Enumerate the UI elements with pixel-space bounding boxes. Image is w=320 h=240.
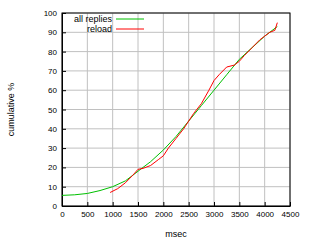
- tick-mark: [62, 167, 66, 168]
- tick-mark: [62, 129, 66, 130]
- tick-label: 4500: [282, 210, 300, 219]
- tick: 500: [81, 202, 95, 219]
- tick-label: 4000: [256, 210, 274, 219]
- grid-line: [62, 167, 290, 168]
- tick-mark: [113, 202, 114, 206]
- tick: 3500: [231, 202, 249, 219]
- tick-label: 50: [48, 106, 57, 115]
- tick-mark: [239, 202, 240, 206]
- tick-mark: [62, 32, 66, 33]
- tick-label: 80: [48, 48, 57, 57]
- tick-label: 1500: [130, 210, 148, 219]
- tick: 40: [48, 125, 66, 134]
- tick-mark: [62, 52, 66, 53]
- tick: 70: [48, 67, 66, 76]
- tick-mark: [62, 148, 66, 149]
- tick: 3000: [206, 202, 224, 219]
- tick: 1500: [130, 202, 148, 219]
- tick: 2500: [180, 202, 198, 219]
- x-axis-title: msec: [165, 229, 187, 239]
- grid-line: [62, 186, 290, 187]
- series-lines: [62, 23, 277, 196]
- tick-label: 30: [48, 144, 57, 153]
- y-axis: 0 10 20 30 40 50 60 70 80 90 100: [44, 9, 66, 211]
- legend-label: reload: [87, 24, 112, 34]
- tick: 4500: [282, 202, 300, 219]
- tick-label: 90: [48, 28, 57, 37]
- tick-mark: [62, 187, 66, 188]
- grid-line: [62, 51, 290, 52]
- tick: 1000: [104, 202, 122, 219]
- tick: 10: [48, 183, 66, 192]
- tick-label: 500: [81, 210, 95, 219]
- tick-mark: [214, 202, 215, 206]
- tick: 20: [48, 163, 66, 172]
- chart: 0 500 1000 1500 2000 2500 3000 3500 4000 4500 0 10 2…: [0, 0, 320, 240]
- tick-mark: [189, 202, 190, 206]
- tick-label: 2000: [155, 210, 173, 219]
- legend-label: all replies: [74, 14, 113, 24]
- grid-line: [62, 148, 290, 149]
- tick: 50: [48, 106, 66, 115]
- tick-label: 3000: [206, 210, 224, 219]
- tick-label: 60: [48, 86, 57, 95]
- tick-label: 40: [48, 125, 57, 134]
- legend-swatch: [116, 29, 144, 30]
- y-axis-title: cumulative %: [6, 83, 16, 137]
- tick-label: 100: [44, 9, 58, 18]
- frame: [62, 13, 290, 206]
- legend-swatch: [116, 19, 144, 20]
- tick: 90: [48, 28, 66, 37]
- tick-mark: [62, 90, 66, 91]
- plot: 0 500 1000 1500 2000 2500 3000 3500 4000 4500 0 10 2…: [44, 9, 300, 219]
- grid-line: [62, 128, 290, 129]
- tick-label: 0: [53, 202, 58, 211]
- tick: 4000: [256, 202, 274, 219]
- tick-label: 0: [60, 210, 65, 219]
- tick: 2000: [155, 202, 173, 219]
- grid-line: [62, 109, 290, 110]
- tick-label: 20: [48, 163, 57, 172]
- tick-label: 1000: [104, 210, 122, 219]
- grid: [62, 13, 290, 206]
- tick: 100: [44, 9, 66, 18]
- tick: 30: [48, 144, 66, 153]
- legend: all repliesreload: [74, 14, 144, 34]
- tick-label: 2500: [180, 210, 198, 219]
- tick-mark: [62, 71, 66, 72]
- tick: 0: [53, 202, 66, 211]
- tick-mark: [138, 202, 139, 206]
- tick-label: 3500: [231, 210, 249, 219]
- tick: 60: [48, 86, 66, 95]
- series-line: [62, 27, 277, 196]
- grid-line: [62, 70, 290, 71]
- tick-mark: [163, 202, 164, 206]
- tick: 80: [48, 48, 66, 57]
- tick-mark: [62, 110, 66, 111]
- x-axis: 0 500 1000 1500 2000 2500 3000 3500 4000 4500: [60, 202, 300, 219]
- grid-line: [62, 90, 290, 91]
- series-line: [110, 23, 277, 193]
- tick-label: 10: [48, 183, 57, 192]
- tick-mark: [87, 202, 88, 206]
- tick-mark: [265, 202, 266, 206]
- tick-label: 70: [48, 67, 57, 76]
